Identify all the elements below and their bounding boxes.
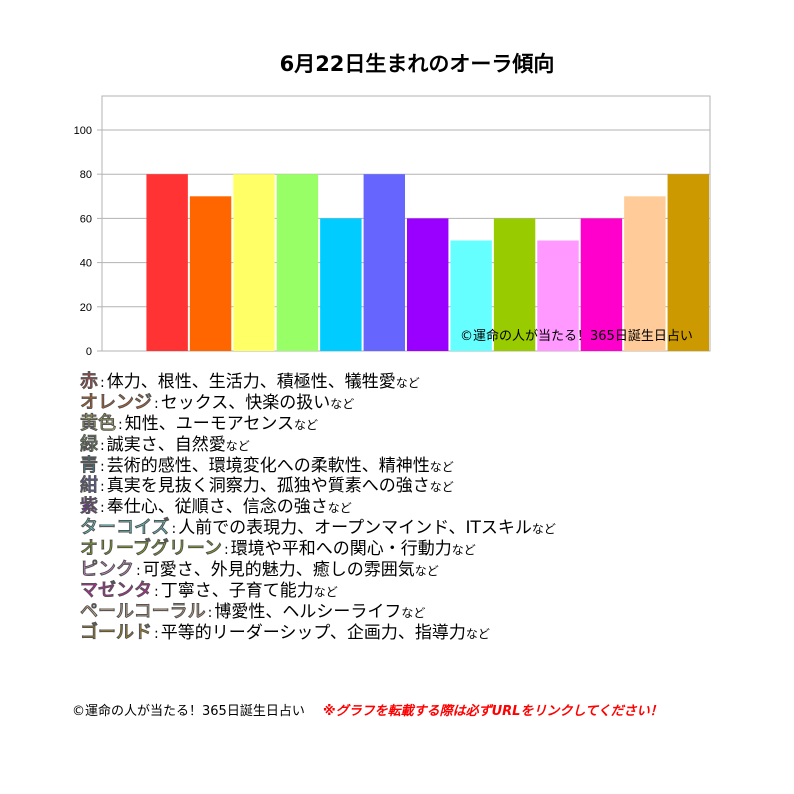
legend-suffix: など [330,396,355,411]
bar-2 [189,196,232,351]
legend-row: オレンジ: セックス、快楽の扱いなど [80,391,780,414]
bar-1 [146,174,188,351]
footer: ©運命の人が当たる！365日誕生日占い ※グラフを転載する際は必ずURLをリンク… [72,700,663,719]
legend-color-name: オリーブグリーン [80,538,223,560]
legend-separator: : [171,521,177,538]
legend-color-name: ペールコーラル [80,600,206,622]
legend-separator: : [100,479,105,496]
legend-description: 知性、ユーモアセンス [124,413,295,434]
legend-separator: : [136,563,141,580]
legend-color-name: 黄色 [80,412,116,434]
bar-10 [537,240,579,351]
bar-11 [580,218,623,351]
legend-description: 人前での表現力、オープンマインド、ITスキル [178,518,532,539]
legend-color-name: 赤 [80,371,98,392]
bar-8 [450,240,492,351]
y-tick-label: 0 [86,346,92,358]
legend-suffix: など [395,376,420,390]
legend-separator: : [154,625,159,642]
legend-color-name: 紺 [80,475,98,497]
legend-row: 赤: 体力、根性、生活力、積極性、犠牲愛など [80,371,780,393]
legend-suffix: など [429,459,454,474]
legend-color-name: ゴールド [80,621,152,643]
legend-row: 黄色: 知性、ユーモアセンスなど [80,412,780,435]
legend-description: 平等的リーダーシップ、企画力、指導力 [160,622,466,643]
legend-row: ペールコーラル: 博愛性、ヘルシーライフなど [80,600,780,623]
legend-separator: : [224,542,229,559]
legend-row: 紫: 奉仕心、従順さ、信念の強さなど [80,496,780,518]
legend-color-name: ターコイズ [80,517,170,539]
chart-watermark: ©運命の人が当たる！365日誕生日占い [460,328,693,344]
legend-description: 真実を見抜く洞察力、孤独や質素への強さ [106,476,430,497]
y-tick-label: 40 [80,258,92,270]
legend-separator: : [100,500,105,517]
y-tick-label: 100 [74,125,92,137]
legend-description: 丁寧さ、子育て能力 [160,580,314,601]
legend-suffix: など [414,564,439,579]
legend-row: オリーブグリーン: 環境や平和への関心・行動力など [80,538,780,560]
legend-description: セックス、快楽の扱い [160,392,331,413]
legend-color-name: マゼンタ [80,579,152,601]
legend-row: マゼンタ: 丁寧さ、子育て能力など [80,579,780,602]
y-tick-label: 60 [80,213,92,225]
legend-color-name: 紫 [80,496,98,518]
legend-suffix: など [465,626,490,641]
bar-5 [320,218,362,351]
legend-description: 可愛さ、外見的魅力、癒しの雰囲気 [142,560,415,581]
legend-separator: : [100,375,105,391]
legend-row: 紺: 真実を見抜く洞察力、孤独や質素への強さなど [80,475,780,497]
legend-row: ゴールド: 平等的リーダーシップ、企画力、指導力など [80,621,780,644]
legend-separator: : [154,395,159,412]
bar-7 [407,218,449,351]
legend-suffix: など [313,584,338,599]
legend-color-name: オレンジ [80,391,152,413]
legend-suffix: など [401,605,426,620]
legend-description: 環境や平和への関心・行動力 [230,539,452,560]
legend-description: 誠実さ、自然愛 [106,434,226,455]
bar-4 [276,174,319,351]
legend-color-name: 青 [80,454,98,476]
legend-row: 緑: 誠実さ、自然愛など [80,433,780,456]
legend-suffix: など [294,417,319,432]
bar-13 [667,174,709,351]
legend-suffix: など [531,522,556,537]
legend-separator: : [207,604,213,621]
legend-description: 奉仕心、従順さ、信念の強さ [106,497,328,518]
legend-description: 博愛性、ヘルシーライフ [214,601,402,622]
legend-row: ターコイズ: 人前での表現力、オープンマインド、ITスキルなど [80,517,780,539]
legend-row: 青: 芸術的感性、環境変化への柔軟性、精神性など [80,454,780,477]
legend-separator: : [118,416,123,433]
y-tick-label: 20 [80,302,92,314]
bar-6 [363,174,405,351]
legend-suffix: など [451,543,476,558]
legend-color-name: ピンク [80,559,134,581]
bar-chart: 0 20 40 60 80 100 ©運命の人が当たる！365日誕生日占い [74,95,711,358]
legend-suffix: など [327,501,352,516]
legend-separator: : [154,583,159,600]
legend-suffix: など [225,438,250,453]
legend-separator: : [100,437,105,454]
legend-description: 芸術的感性、環境変化への柔軟性、精神性 [106,455,430,476]
legend-separator: : [100,458,105,475]
bar-3 [233,174,275,351]
legend-color-name: 緑 [80,433,98,455]
legend-suffix: など [429,480,454,495]
y-tick-label: 80 [80,169,92,181]
chart-title: 6月22日生まれのオーラ傾向 [279,52,555,76]
footer-warning: ※グラフを転載する際は必ずURLをリンクしてください！ [322,704,663,719]
bar-9 [493,218,536,351]
footer-copyright: ©運命の人が当たる！365日誕生日占い [72,704,305,719]
bar-12 [624,196,666,351]
legend-row: ピンク: 可愛さ、外見的魅力、癒しの雰囲気など [80,559,780,581]
color-legend: 赤: 体力、根性、生活力、積極性、犠牲愛など オレンジ: セックス、快楽の扱いなど 黄色… [80,371,780,644]
legend-description: 体力、根性、生活力、積極性、犠牲愛 [106,372,396,392]
